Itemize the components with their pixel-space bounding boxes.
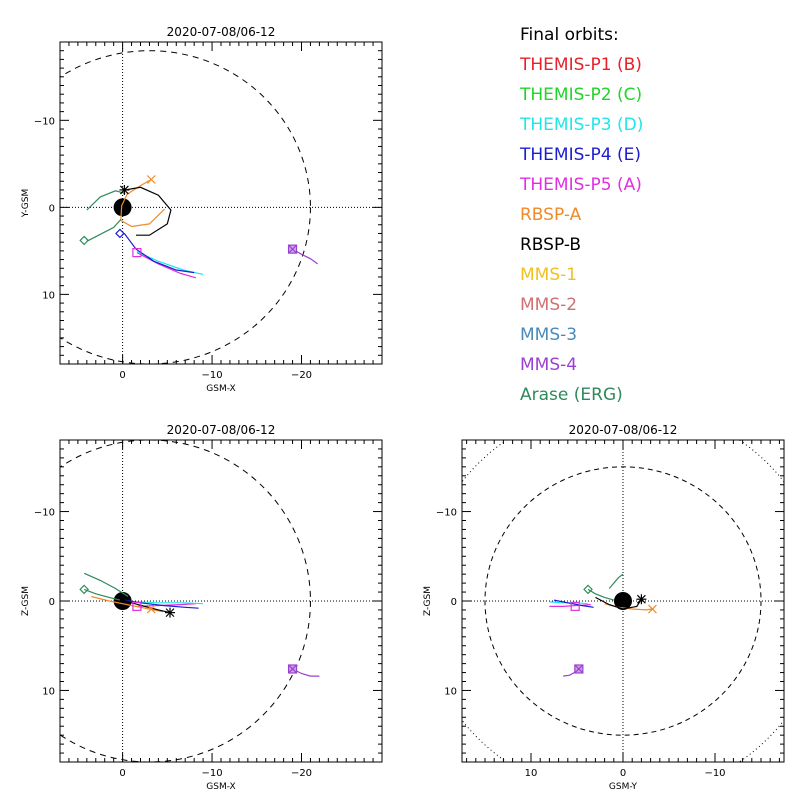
orbit-line (86, 219, 122, 242)
legend-item: MMS-1 (520, 265, 577, 285)
panel-title: 2020-07-08/06-12 (569, 423, 678, 437)
orbit-marker (287, 244, 298, 254)
orbit-marker (115, 228, 125, 239)
orbit-marker (146, 175, 156, 184)
y-tick-label: −10 (34, 508, 55, 519)
panel-xy: 2020-07-08/06-12 GSM-X Y-GSM 0 −10 −20 −10 0 10 (21, 25, 383, 394)
orbit-line (86, 190, 126, 211)
earth-disc (614, 592, 632, 610)
legend-item: THEMIS-P3 (D) (519, 115, 643, 135)
orbit-line (136, 251, 204, 275)
orbit-marker (132, 248, 142, 258)
orbit-line (553, 599, 594, 608)
legend-item: RBSP-B (520, 235, 581, 255)
y-axis-label: Z-GSM (423, 586, 433, 616)
orbit-line (123, 233, 195, 274)
panel-title: 2020-07-08/06-12 (167, 25, 276, 39)
plot-frame (59, 41, 383, 365)
y-axis-label: Y-GSM (21, 189, 31, 218)
x-tick-label: 0 (119, 768, 125, 779)
orbit-line (117, 597, 171, 614)
boundary-arc (60, 50, 311, 364)
y-tick-label: 0 (49, 203, 55, 214)
orbit-marker (648, 604, 657, 614)
orbit-line (595, 596, 642, 610)
legend-item: THEMIS-P5 (A) (519, 175, 642, 195)
legend-item: MMS-2 (520, 295, 577, 315)
legend: Final orbits: THEMIS-P1 (B) THEMIS-P2 (C)… (519, 25, 643, 405)
panel-xz: 2020-07-08/06-12 GSM-X Z-GSM 0 −10 −20 −10 0 10 (21, 423, 383, 792)
x-tick-label: 10 (525, 768, 538, 779)
orbit-line (136, 252, 197, 279)
x-tick-label: −10 (202, 768, 223, 779)
x-axis-label: GSM-X (206, 782, 235, 792)
orbit-marker (79, 584, 89, 595)
legend-item: Arase (ERG) (520, 385, 623, 405)
orbit-line (549, 604, 591, 608)
x-axis-label: GSM-X (206, 384, 235, 394)
x-tick-label: −10 (202, 370, 223, 381)
orbit-marker (570, 601, 580, 611)
legend-item: THEMIS-P4 (E) (519, 145, 641, 165)
boundary-circle (484, 466, 762, 736)
orbit-marker (165, 607, 176, 618)
legend-item: THEMIS-P1 (B) (519, 55, 642, 75)
x-tick-label: −10 (704, 768, 725, 779)
legend-item: MMS-4 (520, 355, 577, 375)
panel-title: 2020-07-08/06-12 (167, 423, 276, 437)
orbit-line (608, 573, 624, 589)
orbit-marker (132, 601, 142, 611)
legend-item: MMS-3 (520, 325, 577, 345)
orbit-marker (79, 235, 89, 246)
orbit-line (83, 572, 129, 598)
y-tick-label: 0 (451, 597, 457, 608)
y-tick-label: 0 (49, 597, 55, 608)
orbit-marker (146, 604, 156, 614)
x-axis-label: GSM-Y (609, 782, 638, 792)
y-tick-label: 10 (444, 686, 457, 697)
x-tick-label: 0 (119, 370, 125, 381)
orbit-line (136, 601, 204, 605)
orbit-line (587, 588, 614, 601)
legend-item: THEMIS-P2 (C) (519, 85, 642, 105)
x-tick-label: −20 (291, 370, 312, 381)
y-tick-label: −10 (436, 508, 457, 519)
earth-disc (113, 198, 132, 217)
x-tick-label: −20 (291, 768, 312, 779)
y-tick-label: 10 (42, 290, 55, 301)
orbit-marker (583, 584, 593, 595)
orbit-marker (574, 664, 584, 674)
y-axis-label: Z-GSM (21, 586, 31, 616)
orbit-marker (119, 184, 130, 195)
orbit-line (125, 186, 172, 236)
orbit-marker (636, 594, 647, 605)
y-tick-label: 10 (42, 686, 55, 697)
boundary-arc (60, 440, 311, 762)
orbit-line (91, 595, 164, 613)
orbit-line (83, 588, 121, 601)
y-tick-label: −10 (34, 116, 55, 127)
legend-item: RBSP-A (520, 205, 582, 225)
legend-title: Final orbits: (520, 25, 619, 45)
x-tick-label: 0 (620, 768, 626, 779)
orbit-line (120, 178, 166, 228)
orbit-marker (287, 664, 298, 674)
panel-yz: 2020-07-08/06-12 GSM-Y Z-GSM 10 0 −10 −10 0 10 (423, 423, 785, 792)
